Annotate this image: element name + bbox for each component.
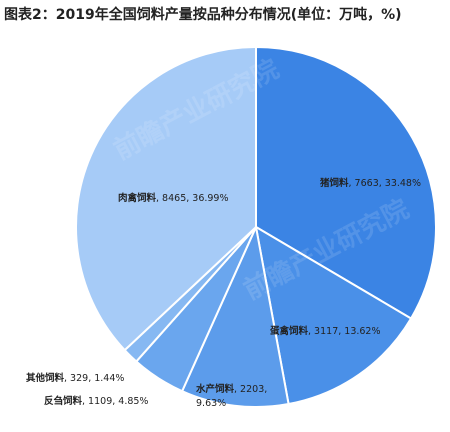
pie-slice-3 [180, 223, 290, 409]
slice-label-1: 猪饲料, 7663, 33.48% [319, 177, 421, 189]
slice-label-3: 水产饲料, 2203, 9.63% [196, 383, 267, 409]
pie-slices [75, 45, 437, 409]
pie-labels: 猪饲料, 7663, 33.48% 蛋禽饲料, 3117, 13.62% 水产饲料,… [26, 177, 421, 409]
slice-label-6: 肉禽饲料, 8465, 36.99% [118, 192, 229, 204]
chart-title: 图表2：2019年全国饲料产量按品种分布情况(单位：万吨，%) [4, 7, 402, 23]
pie-slice-6 [75, 45, 257, 352]
slice-label-2: 蛋禽饲料, 3117, 13.62% [270, 325, 381, 337]
slice-label-5: 其他饲料, 329, 1.44% [26, 372, 124, 384]
pie-slice-1 [255, 45, 437, 320]
pie-slice-2 [254, 225, 413, 406]
slice-label-4: 反刍饲料, 1109, 4.85% [44, 395, 148, 407]
